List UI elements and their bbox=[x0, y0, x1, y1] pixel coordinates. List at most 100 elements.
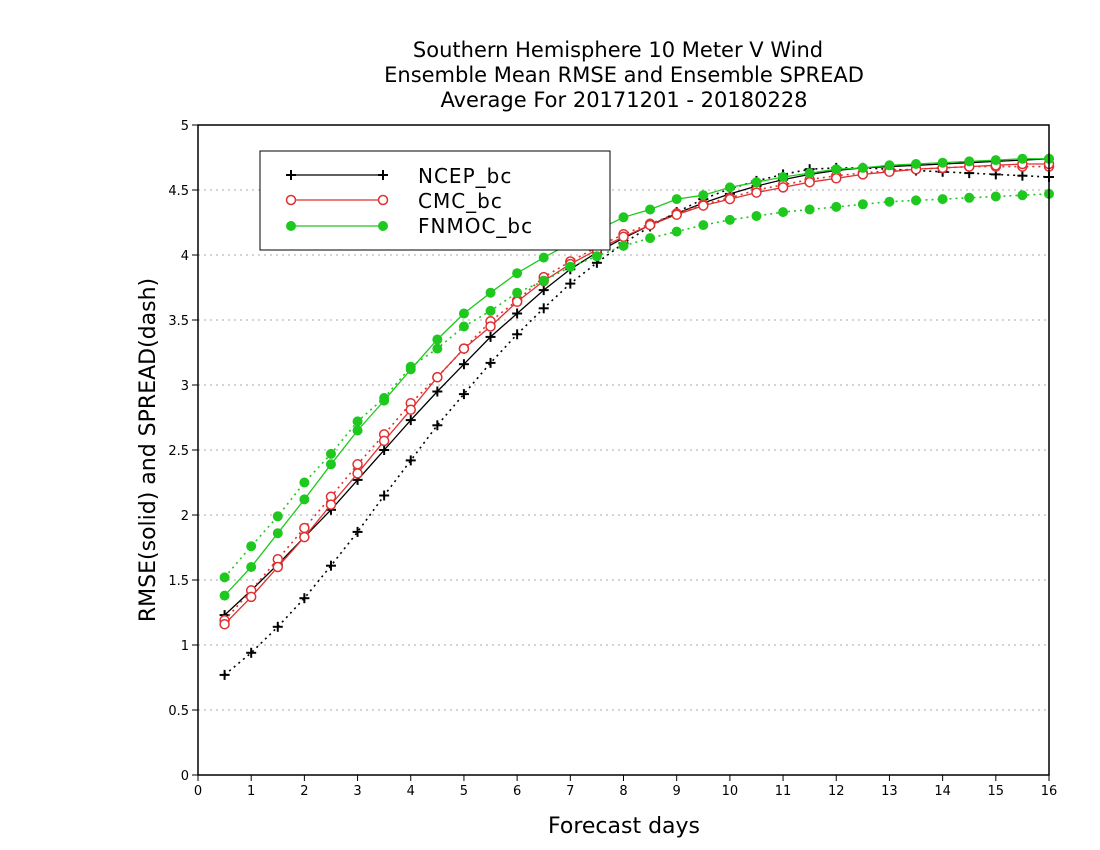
point-plus-spread bbox=[219, 669, 230, 680]
point-dot-spread bbox=[990, 191, 1001, 202]
point-plus-spread bbox=[246, 647, 257, 658]
x-tick-label: 7 bbox=[566, 784, 574, 799]
point-dot-spread bbox=[671, 226, 682, 237]
x-tick-label: 15 bbox=[988, 784, 1005, 799]
point-plus-spread bbox=[1017, 170, 1028, 181]
point-circle-rmse bbox=[219, 618, 230, 630]
point-dot-spread bbox=[911, 195, 922, 206]
FNMOC_bc-spread-line bbox=[223, 193, 1050, 578]
x-axis-label: Forecast days bbox=[548, 814, 700, 839]
point-dot-rmse bbox=[405, 364, 416, 375]
point-dot-rmse bbox=[1017, 153, 1028, 164]
point-plus-legend bbox=[378, 170, 388, 180]
point-plus-rmse bbox=[458, 359, 469, 370]
point-circle-rmse bbox=[432, 371, 443, 383]
point-circle-rmse bbox=[644, 219, 656, 231]
point-circle-legend bbox=[377, 194, 389, 206]
point-circle-rmse bbox=[698, 200, 709, 211]
point-plus-rmse bbox=[538, 285, 549, 296]
x-tick-label: 14 bbox=[934, 784, 951, 799]
point-dot-spread bbox=[565, 261, 576, 272]
point-circle-rmse bbox=[405, 404, 416, 415]
point-dot-spread bbox=[937, 194, 948, 205]
point-dot-spread bbox=[698, 220, 709, 231]
point-circle-rmse bbox=[245, 591, 257, 603]
point-plus-spread bbox=[379, 490, 390, 501]
point-dot-rmse bbox=[884, 160, 895, 171]
point-circle-rmse bbox=[458, 343, 470, 354]
point-plus-spread bbox=[565, 278, 576, 289]
legend-samples bbox=[285, 170, 389, 231]
point-dot-spread bbox=[618, 240, 629, 251]
point-dot-rmse bbox=[299, 494, 310, 505]
point-plus-rmse bbox=[379, 445, 390, 455]
chart-title: Southern Hemisphere 10 Meter V Wind Ense… bbox=[384, 38, 864, 112]
point-plus-spread bbox=[458, 389, 469, 400]
point-plus-spread bbox=[352, 526, 363, 537]
point-dot-spread bbox=[272, 511, 283, 522]
x-tick-label: 4 bbox=[407, 784, 415, 799]
point-plus-spread bbox=[538, 303, 549, 314]
point-plus-spread bbox=[325, 560, 336, 571]
point-circle-rmse bbox=[671, 209, 682, 220]
point-plus-legend bbox=[286, 170, 296, 180]
y-tick-label: 4.5 bbox=[168, 184, 189, 199]
point-dot-spread bbox=[512, 287, 523, 298]
point-circle-rmse bbox=[485, 321, 496, 332]
point-dot-spread bbox=[804, 204, 815, 215]
y-tick-label: 2.5 bbox=[168, 444, 189, 459]
point-dot-rmse bbox=[325, 459, 336, 470]
legend: NCEP_bc CMC_bc FNMOC_bc bbox=[259, 150, 611, 251]
point-dot-rmse bbox=[964, 156, 975, 167]
y-tick-label: 1 bbox=[181, 639, 189, 654]
point-dot-rmse bbox=[272, 528, 283, 539]
x-tick-label: 0 bbox=[194, 784, 202, 799]
point-dot-rmse bbox=[352, 425, 363, 436]
point-circle-rmse bbox=[378, 435, 390, 447]
point-plus-rmse bbox=[432, 386, 443, 397]
point-dot-spread bbox=[591, 251, 602, 262]
y-tick-label: 3.5 bbox=[168, 314, 189, 329]
point-plus-rmse bbox=[405, 415, 416, 426]
title-line-2: Ensemble Mean RMSE and Ensemble SPREAD bbox=[384, 63, 864, 87]
y-tick-label: 4 bbox=[181, 249, 189, 264]
point-circle-rmse bbox=[325, 499, 337, 510]
x-tick-label: 2 bbox=[300, 784, 308, 799]
point-dot-spread bbox=[219, 572, 230, 583]
legend-label-cmc: CMC_bc bbox=[418, 189, 503, 213]
point-dot-rmse bbox=[432, 334, 443, 345]
point-dot-rmse bbox=[485, 287, 496, 298]
point-dot-rmse bbox=[379, 395, 390, 406]
point-dot-legend bbox=[378, 221, 388, 231]
point-dot-spread bbox=[299, 477, 310, 488]
point-dot-spread bbox=[458, 321, 469, 332]
point-dot-rmse bbox=[990, 155, 1001, 166]
point-plus-spread bbox=[512, 329, 523, 340]
point-circle-rmse bbox=[272, 561, 284, 573]
point-circle-rmse bbox=[352, 468, 363, 479]
point-dot-spread bbox=[831, 201, 842, 212]
point-circle-rmse bbox=[831, 173, 842, 184]
point-dot-spread bbox=[432, 343, 443, 354]
point-dot-spread bbox=[538, 276, 549, 286]
y-tick-label: 2 bbox=[181, 509, 189, 524]
x-tick-label: 12 bbox=[828, 784, 845, 799]
point-dot-rmse bbox=[538, 252, 549, 263]
x-tick-label: 16 bbox=[1041, 784, 1058, 799]
point-circle-rmse bbox=[511, 296, 523, 308]
x-tick-label: 3 bbox=[353, 784, 361, 799]
point-dot-spread bbox=[751, 211, 762, 221]
point-dot-rmse bbox=[778, 172, 789, 182]
point-dot-rmse bbox=[512, 268, 523, 279]
y-tick-label: 0.5 bbox=[168, 704, 189, 719]
point-dot-spread bbox=[857, 199, 868, 210]
tick-layer: 00.511.522.533.544.550 1 2 3 4 5 6 7 8 9 10 11 12 13 1… bbox=[168, 119, 1057, 799]
point-dot-spread bbox=[246, 541, 257, 552]
point-dot-spread bbox=[1017, 190, 1028, 201]
y-tick-label: 3 bbox=[181, 379, 189, 394]
point-dot-spread bbox=[884, 196, 895, 207]
point-plus-rmse bbox=[512, 308, 523, 319]
legend-label-ncep: NCEP_bc bbox=[418, 164, 512, 188]
x-tick-label: 11 bbox=[775, 784, 792, 799]
